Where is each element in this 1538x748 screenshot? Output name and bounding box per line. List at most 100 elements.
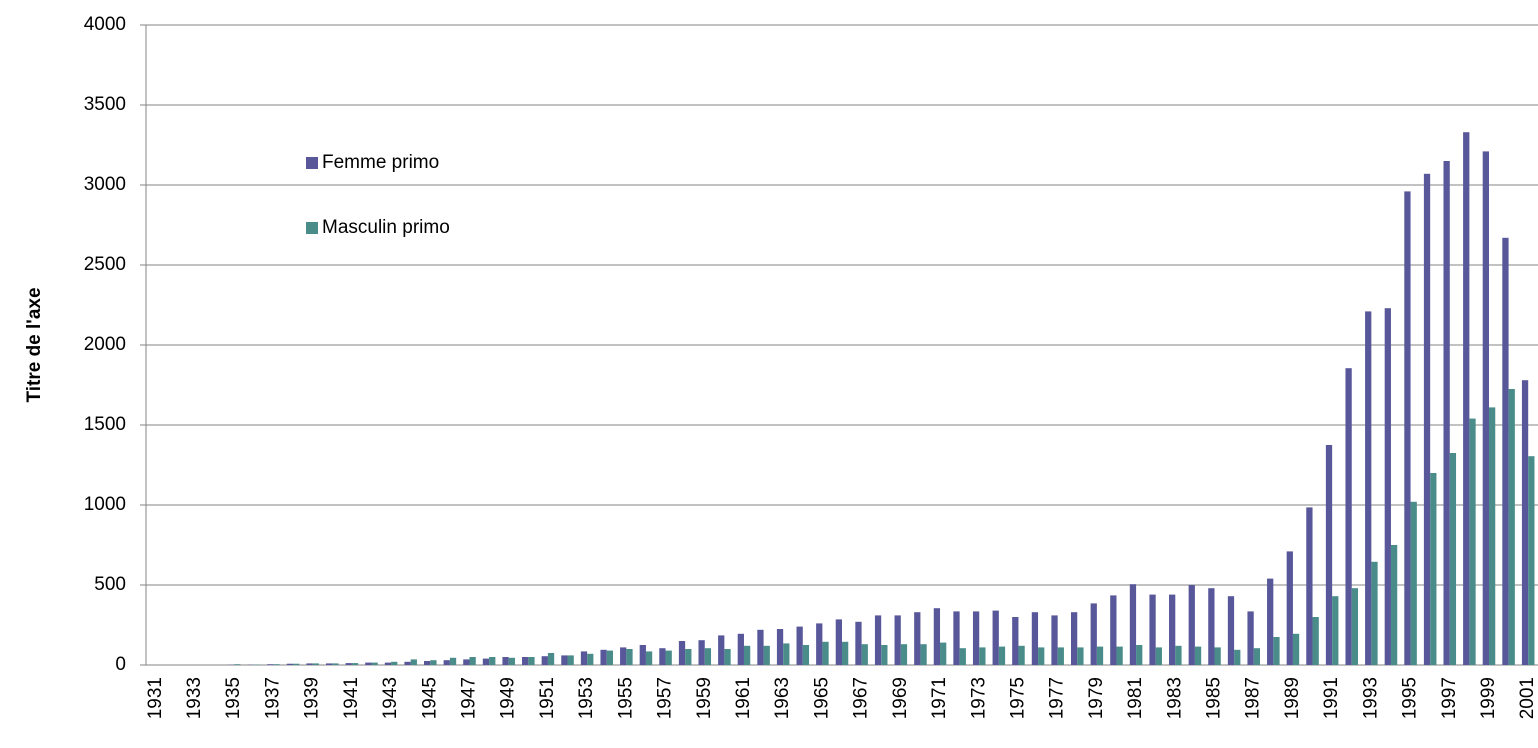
x-tick-label: 1979 [1086,677,1107,719]
y-tick-label: 1500 [84,414,126,435]
bar [1018,645,1025,665]
bar [365,662,372,665]
x-tick-label: 1935 [223,677,244,719]
bar [979,647,986,665]
bar [881,645,888,665]
x-tick-label: 1957 [655,677,676,719]
bar [424,661,431,665]
bar [835,619,842,665]
bar [639,645,646,665]
bar [1194,646,1202,665]
bar [1312,617,1319,665]
bar [1070,612,1078,665]
bar [1012,617,1019,665]
bar [267,664,274,665]
bar [685,649,692,665]
bar [1521,380,1529,665]
bar [626,649,633,665]
bar [371,662,378,665]
bar [900,644,908,665]
bar [1469,418,1476,665]
bar [384,662,392,665]
bar [1129,584,1137,665]
bar [704,648,712,665]
x-tick-label: 1993 [1360,677,1381,719]
bar [620,647,627,665]
y-tick-label: 1000 [84,494,126,515]
bar [528,657,535,665]
bar [678,641,686,665]
legend-swatch [306,157,318,169]
legend-label: Femme primo [322,152,439,173]
bar [796,626,803,665]
x-tick-label: 1997 [1439,677,1460,719]
bar [1508,389,1515,665]
bar [920,644,927,665]
bar [894,615,901,665]
bar [502,657,509,665]
bar [404,661,411,665]
x-tick-label: 1937 [262,677,283,719]
bar [1234,649,1241,665]
legend-swatch [306,222,318,234]
bar [449,657,457,665]
bar [522,657,529,665]
y-tick-label: 2000 [84,334,126,355]
bar [914,612,921,665]
bar [757,629,764,665]
x-tick-label: 1961 [733,677,754,719]
x-tick-label: 1949 [498,677,519,719]
bar [469,657,476,665]
x-tick-label: 1955 [615,677,636,719]
x-tick-label: 1985 [1204,677,1225,719]
x-tick-label: 1945 [419,677,440,719]
bar [345,663,352,665]
x-tick-label: 1995 [1400,677,1421,719]
x-tick-label: 1943 [380,677,401,719]
bar [933,608,941,665]
bar [998,646,1006,665]
bar [1110,595,1117,665]
bar [1208,588,1215,665]
bar [587,653,594,665]
x-tick-label: 1951 [537,677,558,719]
bar [234,664,241,665]
bar [541,656,548,665]
x-tick-label: 1983 [1164,677,1185,719]
bar [1528,456,1535,665]
bar [606,650,614,665]
bar [1384,308,1391,665]
x-tick-label: 1981 [1125,677,1146,719]
x-tick-label: 1991 [1321,677,1342,719]
bar [410,659,417,665]
bar [1410,501,1417,665]
x-tick-label: 1939 [302,677,323,719]
bar [286,663,294,665]
bar [482,658,490,665]
bar [567,655,574,665]
bar [325,663,333,665]
bar [1351,588,1359,665]
x-tick-label: 1933 [184,677,205,719]
y-tick-label: 2500 [84,254,126,275]
bar [489,657,496,665]
x-tick-label: 1931 [145,677,166,719]
x-tick-label: 1953 [576,677,597,719]
bar [1149,594,1156,665]
bar [992,610,999,665]
bar [1077,647,1084,665]
bar [776,629,784,665]
x-tick-label: 1971 [929,677,950,719]
bar [1155,647,1162,665]
bar [874,615,882,665]
bar [718,635,725,665]
x-tick-label: 1947 [459,677,480,719]
bar [743,645,751,665]
bar [861,644,868,665]
bar [959,648,966,665]
bar [1227,596,1235,665]
bar [293,663,300,665]
bar [1463,132,1470,665]
x-tick-label: 1969 [890,677,911,719]
